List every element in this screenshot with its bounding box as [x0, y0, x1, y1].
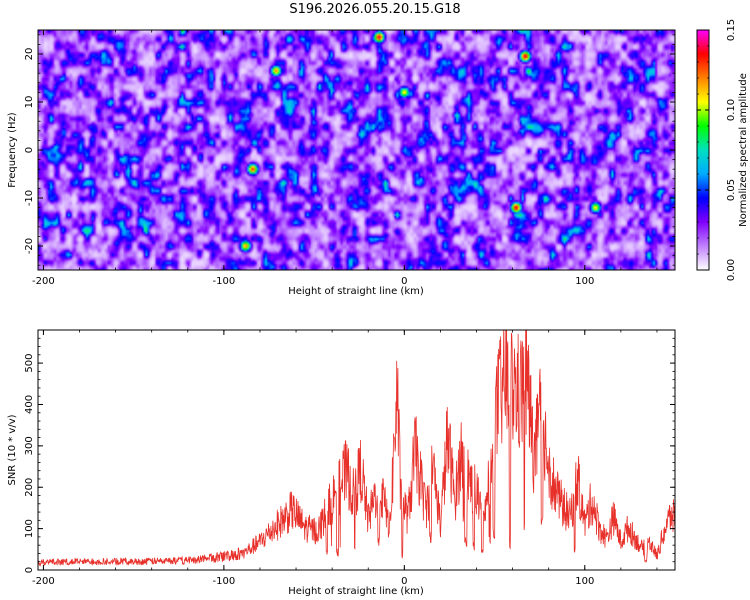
- snr-x-tick-label: -100: [213, 576, 236, 587]
- spectrogram-y-tick-label: -20: [24, 238, 35, 254]
- snr-x-tick-label: 100: [575, 576, 594, 587]
- snr-panel: -200 -100 0 100 0 100 200 300 400 500 Height of s…: [7, 329, 676, 597]
- snr-ticks: -200 -100 0 100 0 100 200 300 400 500: [24, 329, 675, 587]
- snr-y-tick-label: 200: [24, 478, 35, 497]
- snr-y-tick-label: 500: [24, 354, 35, 373]
- spectrogram-heatmap: [38, 30, 675, 270]
- snr-series-line: [38, 330, 675, 567]
- spectrogram-x-tick-label: 100: [575, 276, 594, 287]
- snr-y-tick-label: 400: [24, 395, 35, 414]
- snr-y-tick-label: 100: [24, 519, 35, 538]
- snr-y-axis-label: SNR (10 * v/v): [7, 414, 18, 485]
- spectrogram-x-axis-label: Height of straight line (km): [288, 286, 424, 297]
- snr-frame: [37, 329, 676, 571]
- colorbar-tick-label: 0.15: [726, 19, 737, 41]
- snr-background: [38, 330, 675, 570]
- colorbar-tick-label: 0.10: [726, 99, 737, 121]
- spectrogram-y-axis-label: Frequency (Hz): [7, 112, 18, 188]
- snr-y-tick-label: 300: [24, 436, 35, 455]
- colorbar-label: Normalized spectral amplitude: [738, 73, 749, 227]
- snr-x-tick-label: 0: [401, 576, 407, 587]
- spectrogram-y-tick-label: -10: [24, 190, 35, 206]
- colorbar: 0.00 0.05 0.10 0.15 Normalized spectral amp…: [696, 19, 749, 281]
- colorbar-ticks: 0.00 0.05 0.10 0.15: [697, 19, 737, 281]
- colorbar-tick-label: 0.00: [726, 259, 737, 281]
- spectrogram-x-tick-label: -100: [213, 276, 236, 287]
- spectrogram-y-tick-label: 10: [24, 96, 35, 109]
- spectrogram-x-tick-label: 0: [401, 276, 407, 287]
- snr-x-tick-label: -200: [32, 576, 55, 587]
- snr-x-axis-label: Height of straight line (km): [288, 586, 424, 597]
- colorbar-tick-label: 0.05: [726, 179, 737, 201]
- spectrogram-y-tick-label: 0: [24, 147, 35, 153]
- colorbar-gradient: [697, 30, 709, 270]
- colorbar-frame: [696, 29, 710, 271]
- snr-y-tick-label: 0: [24, 567, 35, 573]
- spectrogram-y-tick-label: 20: [24, 48, 35, 61]
- page-title: S196.2026.055.20.15.G18: [289, 2, 461, 17]
- spectrogram-x-tick-label: -200: [32, 276, 55, 287]
